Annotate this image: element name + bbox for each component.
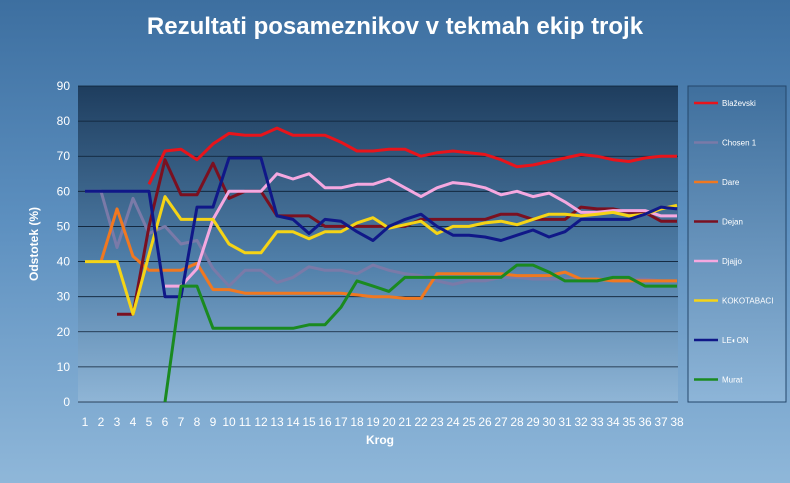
y-tick-0: 0: [63, 395, 70, 409]
legend-label-6: LE◐ON: [722, 336, 749, 345]
x-tick-4: 4: [130, 415, 137, 429]
x-tick-7: 7: [178, 415, 185, 429]
x-tick-24: 24: [446, 415, 460, 429]
x-tick-38: 38: [670, 415, 684, 429]
x-axis-label: Krog: [366, 433, 394, 447]
x-tick-18: 18: [350, 415, 364, 429]
x-tick-3: 3: [114, 415, 121, 429]
x-tick-12: 12: [254, 415, 268, 429]
x-tick-11: 11: [239, 415, 252, 429]
x-tick-1: 1: [82, 415, 89, 429]
x-tick-16: 16: [318, 415, 332, 429]
y-tick-40: 40: [57, 255, 71, 269]
x-tick-34: 34: [606, 415, 620, 429]
x-tick-13: 13: [270, 415, 284, 429]
x-tick-25: 25: [462, 415, 476, 429]
y-tick-50: 50: [57, 219, 71, 233]
x-tick-26: 26: [478, 415, 492, 429]
y-tick-20: 20: [57, 325, 71, 339]
x-tick-10: 10: [222, 415, 236, 429]
series-line-7: [163, 263, 677, 403]
x-tick-28: 28: [510, 415, 524, 429]
y-tick-30: 30: [57, 290, 71, 304]
x-tick-31: 31: [558, 415, 572, 429]
x-tick-15: 15: [302, 415, 316, 429]
y-tick-80: 80: [57, 114, 71, 128]
x-tick-23: 23: [430, 415, 444, 429]
x-tick-35: 35: [622, 415, 636, 429]
y-tick-10: 10: [57, 360, 71, 374]
y-axis-ticks: 0 10 20 30 40 50 60 70 80 90: [57, 79, 71, 409]
legend-label-4: Djajjo: [722, 257, 743, 266]
x-axis-ticks: 1 2 3 4 5 6 7 8 9 10 11 12 13 14 15 16 17 18 19 20 21 22 23 24 2…: [82, 415, 684, 429]
legend: Blaževski Chosen 1 Dare Dejan Djajjo KOKOTABA…: [694, 99, 773, 385]
x-tick-14: 14: [286, 415, 300, 429]
series-line-0: [147, 126, 677, 185]
series-line-6: [85, 156, 678, 299]
legend-label-2: Dare: [722, 178, 740, 187]
x-tick-30: 30: [542, 415, 556, 429]
y-tick-60: 60: [57, 184, 71, 198]
x-tick-21: 21: [398, 415, 412, 429]
x-tick-17: 17: [334, 415, 348, 429]
y-tick-70: 70: [57, 149, 71, 163]
x-tick-20: 20: [382, 415, 396, 429]
series-line-2: [99, 207, 677, 300]
x-tick-5: 5: [146, 415, 153, 429]
x-tick-9: 9: [210, 415, 217, 429]
x-tick-37: 37: [654, 415, 668, 429]
plot-area: [78, 86, 678, 402]
x-tick-8: 8: [194, 415, 201, 429]
x-tick-33: 33: [590, 415, 604, 429]
series-line-4: [165, 172, 677, 288]
legend-label-7: Murat: [722, 376, 743, 385]
y-axis-label: Odstotek (%): [27, 207, 41, 281]
legend-label-5: KOKOTABACI: [722, 297, 773, 306]
legend-label-0: Blaževski: [722, 99, 756, 108]
series-line-5: [85, 195, 678, 316]
x-tick-29: 29: [526, 415, 540, 429]
x-tick-27: 27: [494, 415, 508, 429]
legend-label-1: Chosen 1: [722, 139, 757, 148]
x-tick-22: 22: [414, 415, 428, 429]
x-tick-2: 2: [98, 415, 105, 429]
y-tick-90: 90: [57, 79, 71, 93]
x-tick-6: 6: [162, 415, 169, 429]
legend-box: [687, 85, 787, 403]
legend-label-3: Dejan: [722, 218, 743, 227]
x-tick-19: 19: [366, 415, 380, 429]
x-tick-36: 36: [638, 415, 652, 429]
chart-title: Rezultati posameznikov v tekmah ekip tro…: [147, 13, 644, 40]
x-tick-32: 32: [574, 415, 588, 429]
series-lines: [85, 126, 678, 403]
